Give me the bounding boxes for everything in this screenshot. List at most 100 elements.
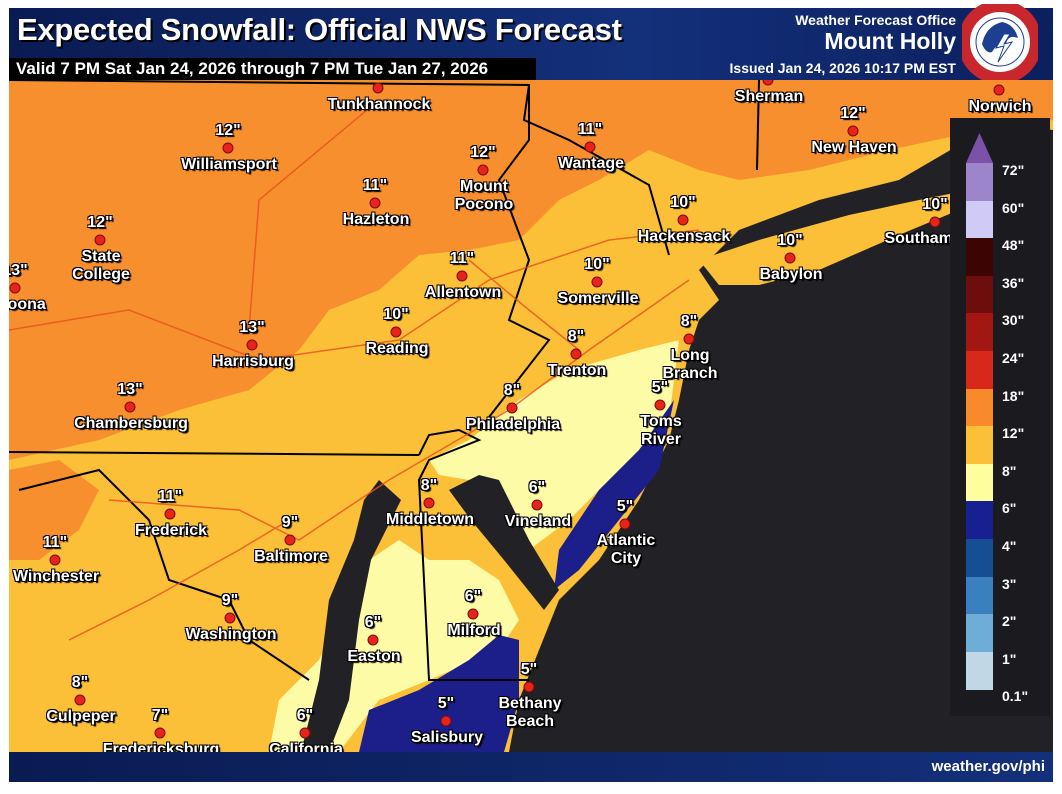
city-name: Altoona: [9, 296, 46, 313]
city-snow-amount: 10": [777, 232, 803, 249]
footer-banner: weather.gov/phi: [9, 752, 1053, 782]
legend-label: 18": [1002, 387, 1025, 404]
city-dot: [246, 339, 258, 351]
city-snow-amount: 9": [281, 514, 299, 531]
city-dot: [423, 497, 435, 509]
graphic-title: Expected Snowfall: Official NWS Forecast: [17, 12, 622, 47]
water: [509, 125, 1053, 752]
city-snow-amount: 8": [503, 382, 521, 399]
legend-swatch: [966, 651, 993, 690]
city-name: Frederick: [134, 522, 208, 539]
city-dot: [94, 234, 106, 246]
legend-label: 1": [1002, 650, 1017, 667]
city-name: Long Branch: [662, 347, 718, 382]
city-dot: [440, 715, 452, 727]
city-name: Baltimore: [254, 548, 328, 565]
city-name: State College: [72, 248, 130, 283]
snow-12-18-region: [9, 80, 1053, 460]
city-name: Culpeper: [46, 708, 116, 725]
city-name: Middletown: [386, 511, 474, 528]
legend-swatch: [966, 313, 993, 352]
city-name: Reading: [365, 340, 429, 357]
city-snow-amount: 12": [87, 214, 113, 231]
city-name: Williamsport: [181, 156, 277, 173]
city-name: Chambersburg: [74, 415, 188, 432]
city-dot: [154, 727, 166, 739]
city-dot: [847, 125, 859, 137]
legend-swatch: [966, 163, 993, 202]
city-dot: [619, 518, 631, 530]
footer-url[interactable]: weather.gov/phi: [931, 758, 1045, 775]
city-dot: [164, 508, 176, 520]
highway: [248, 99, 380, 331]
city-name: Babylon: [759, 266, 823, 283]
header-banner: Expected Snowfall: Official NWS Forecast…: [9, 8, 1053, 80]
city-name: Trenton: [547, 362, 607, 379]
state-border-pa-md: [9, 451, 420, 456]
snow-12-18-region-west: [9, 460, 99, 560]
city-dot: [124, 401, 136, 413]
city-dot: [222, 142, 234, 154]
city-dot: [372, 82, 384, 94]
city-name: Mount Pocono: [454, 178, 514, 213]
delaware-bay: [449, 475, 559, 610]
city-snow-amount: 8": [680, 313, 698, 330]
city-snow-amount: 10": [383, 306, 409, 323]
state-border-de: [417, 428, 529, 681]
city-name: Bethany Beach: [498, 695, 562, 730]
legend-swatch: [966, 501, 993, 540]
city-snow-amount: 9": [221, 592, 239, 609]
highway: [108, 279, 690, 541]
city-snow-amount: 12": [470, 144, 496, 161]
state-border-pa-ny: [9, 80, 670, 256]
legend-label: 12": [1002, 425, 1025, 442]
city-snow-amount: 13": [9, 262, 28, 279]
city-snow-amount: 8": [567, 328, 585, 345]
city-dot: [299, 727, 311, 739]
legend-label: 30": [1002, 312, 1025, 329]
legend-swatch: [966, 614, 993, 653]
city-snow-amount: 6": [296, 707, 314, 724]
city-dot: [284, 534, 296, 546]
city-dot: [224, 612, 236, 624]
highway: [468, 259, 580, 351]
city-dot: [467, 608, 479, 620]
city-dot: [9, 282, 21, 294]
city-name: Vineland: [504, 513, 572, 530]
city-name: Norwich: [968, 98, 1032, 115]
state-border-nj-pa: [478, 85, 551, 431]
city-dot: [49, 554, 61, 566]
city-dot: [929, 216, 941, 228]
city-name: Milford: [447, 622, 501, 639]
city-name: Sherman: [734, 88, 804, 105]
legend-swatch: [966, 275, 993, 314]
city-snow-amount: 10": [584, 256, 610, 273]
legend-label: 2": [1002, 613, 1017, 630]
nws-logo-icon: [962, 4, 1038, 80]
city-name: Somerville: [557, 290, 639, 307]
city-name: Washington: [185, 626, 277, 643]
city-dot: [523, 681, 535, 693]
city-dot: [654, 399, 666, 411]
legend-arrow-icon: [966, 133, 993, 163]
legend-swatch: [966, 539, 993, 578]
state-border-va-md: [18, 468, 310, 681]
city-snow-amount: 5": [520, 661, 538, 678]
city-dot: [570, 348, 582, 360]
snowfall-legend: 72" 60" 48" 36" 30" 24" 18" 12" 8" 6" 4" 3" 2" 1" 0.1": [950, 118, 1050, 716]
city-snow-amount: 12": [215, 122, 241, 139]
city-name: Toms River: [640, 413, 682, 448]
city-dot: [369, 197, 381, 209]
long-island: [699, 190, 969, 285]
city-name: Hazleton: [342, 211, 410, 228]
legend-swatch: [966, 238, 993, 277]
city-dot: [591, 276, 603, 288]
state-border-ny-ct: [756, 80, 760, 171]
city-snow-amount: 11": [449, 250, 475, 267]
legend-label: 6": [1002, 500, 1017, 517]
city-snow-amount: 8": [420, 477, 438, 494]
city-snow-amount: 11": [157, 488, 183, 505]
legend-label: 0.1": [1002, 688, 1029, 705]
city-name: Philadelphia: [465, 416, 561, 433]
city-snow-amount: 5": [616, 498, 634, 515]
